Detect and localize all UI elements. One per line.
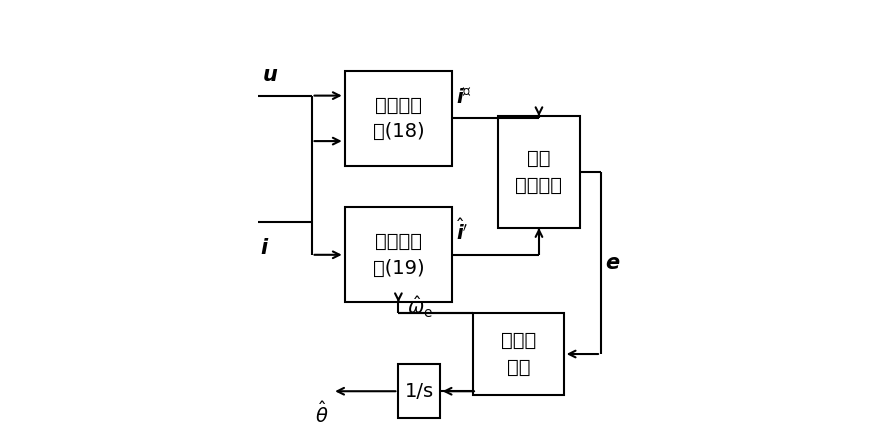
Text: 转速
误差信息: 转速 误差信息 [515,149,563,195]
FancyBboxPatch shape [473,313,564,395]
Text: $\bfit{u}$: $\bfit{u}$ [262,65,278,85]
Text: $\hat{\theta}$: $\hat{\theta}$ [314,401,328,427]
FancyBboxPatch shape [399,364,440,418]
Text: $\bfit{i'}$: $\bfit{i'}$ [456,89,472,108]
Text: 1/s: 1/s [404,382,434,401]
Text: $\hat{\omega}_\mathrm{e}$: $\hat{\omega}_\mathrm{e}$ [407,295,433,320]
FancyBboxPatch shape [345,207,452,302]
Text: 参考模型
式(18): 参考模型 式(18) [373,96,424,141]
Text: $\bfit{e}$: $\bfit{e}$ [605,253,620,273]
Text: $\hat{\bfit{i}}'$: $\hat{\bfit{i}}'$ [456,219,469,245]
FancyBboxPatch shape [345,71,452,166]
Text: $\bfit{i}$: $\bfit{i}$ [260,238,270,258]
Text: 自适应
机构: 自适应 机构 [501,331,536,377]
FancyBboxPatch shape [497,116,581,228]
Text: 可调模型
式(19): 可调模型 式(19) [373,232,424,278]
